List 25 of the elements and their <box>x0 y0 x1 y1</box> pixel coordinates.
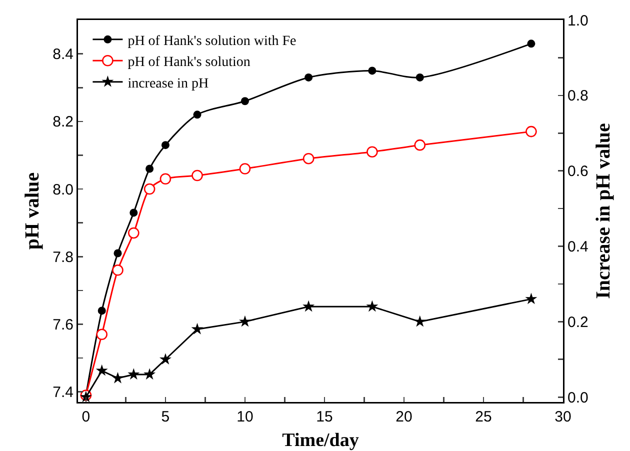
y2-tick-label: 0.4 <box>568 238 588 256</box>
y-tick-label: 7.8 <box>52 248 74 266</box>
y-tick-label: 7.6 <box>52 316 74 334</box>
x-tick-label: 0 <box>82 408 90 426</box>
x-tick-label: 20 <box>396 408 412 426</box>
y2-tick-label: 1.0 <box>568 12 588 30</box>
y2-tick-label: 0.2 <box>568 314 588 331</box>
x-tick-label: 5 <box>161 408 170 426</box>
x-axis-title: Time/day <box>282 430 360 451</box>
y2-axis-title: Increase in pH value <box>592 123 615 299</box>
x-tick-label: 30 <box>554 408 572 426</box>
y2-tick-label: 0.8 <box>568 88 588 105</box>
y2-tick-label: 0.0 <box>568 389 588 406</box>
x-tick-label: 10 <box>236 408 254 426</box>
x-tick-label: 25 <box>475 408 492 426</box>
y-tick-label: 8.0 <box>52 181 74 198</box>
legend-label: pH of Hank's solution <box>128 55 250 70</box>
y2-tick-label: 0.6 <box>568 163 588 180</box>
x-tick-label: 15 <box>316 408 333 426</box>
y-tick-label: 7.4 <box>52 384 74 402</box>
y-tick-label: 8.2 <box>52 114 74 131</box>
legend-label: increase in pH <box>128 76 209 92</box>
y-axis-title: pH value <box>21 172 44 250</box>
y-tick-label: 8.4 <box>52 46 74 64</box>
legend-label: pH of Hank's solution with Fe <box>128 34 296 49</box>
